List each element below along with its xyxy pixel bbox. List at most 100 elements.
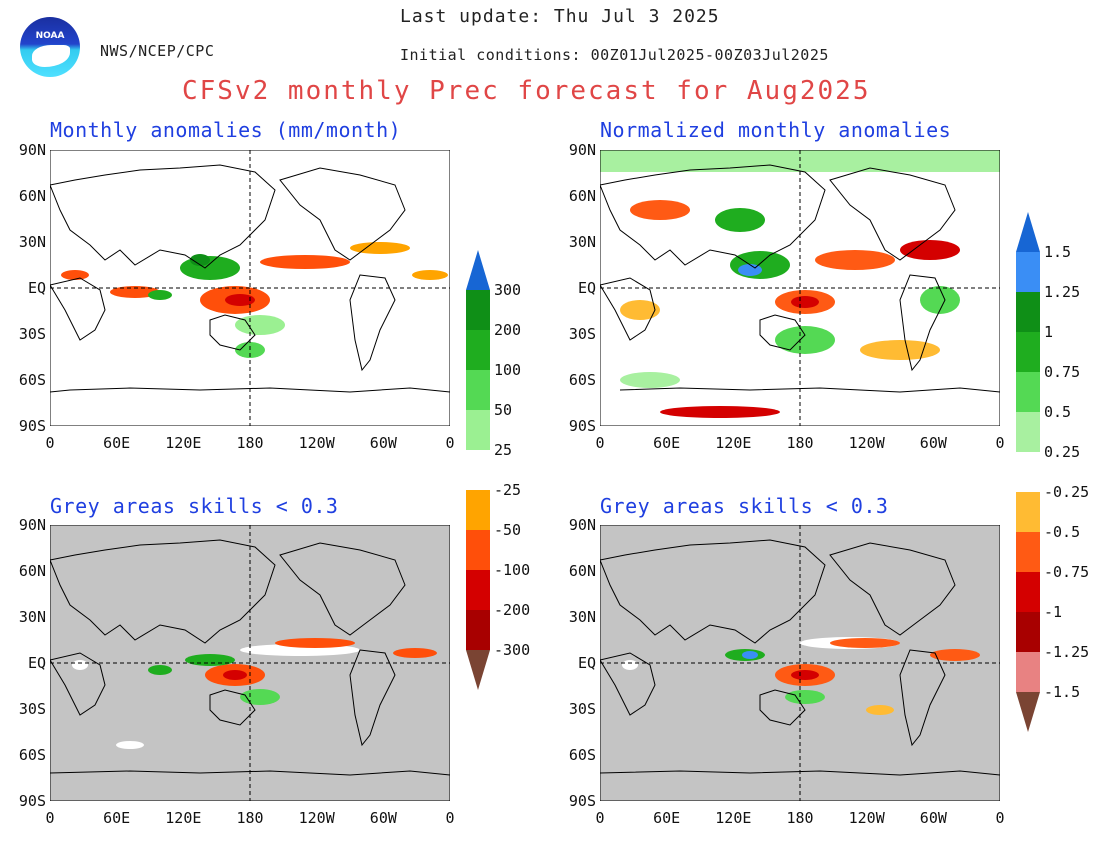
lon-label: 0 — [595, 809, 605, 827]
colorbar-tick-label: -50 — [494, 521, 522, 539]
lon-label: 60W — [919, 809, 947, 827]
colorbar-tick-label: 1.5 — [1044, 243, 1072, 261]
colorbar-left — [466, 250, 490, 690]
panel-title-bottom-right: Grey areas skills < 0.3 — [600, 494, 889, 518]
colorbar-segment — [466, 330, 490, 370]
lon-label: 60E — [653, 809, 681, 827]
lon-label: 180 — [236, 809, 264, 827]
skill-blobs — [622, 637, 980, 715]
lat-label: 30S — [18, 700, 46, 718]
colorbar-segment — [466, 290, 490, 330]
colorbar-segment — [466, 490, 490, 530]
lat-label: 90N — [18, 141, 46, 159]
lat-label: 60S — [18, 746, 46, 764]
colorbar-tick-label: -0.5 — [1044, 523, 1081, 541]
map-top-right — [600, 150, 1000, 426]
colorbar-segment — [1016, 372, 1040, 412]
lon-label: 120W — [848, 434, 885, 452]
colorbar-tick-label: 1.25 — [1044, 283, 1081, 301]
lat-label: 60S — [18, 371, 46, 389]
lat-label: 60S — [568, 371, 596, 389]
map-top-left — [50, 150, 450, 426]
coastlines — [50, 164, 450, 426]
colorbar-segment — [1016, 572, 1040, 612]
lon-label: 60W — [369, 434, 397, 452]
colorbar-segment — [466, 610, 490, 650]
colorbar-segment — [1016, 292, 1040, 332]
coastlines — [600, 164, 1000, 393]
lon-label: 60E — [103, 434, 131, 452]
colorbar-segment — [466, 450, 490, 490]
noaa-bird-icon — [32, 45, 70, 67]
colorbar-tick-label: 200 — [494, 321, 522, 339]
noaa-logo: NOAA — [20, 17, 80, 77]
colorbar-segment — [1016, 652, 1040, 692]
lat-label: 90S — [18, 417, 46, 435]
colorbar-segment — [1016, 252, 1040, 292]
map-bottom-right — [600, 525, 1000, 801]
last-update: Last update: Thu Jul 3 2025 — [400, 6, 720, 27]
lon-label: 60E — [103, 809, 131, 827]
colorbar-segment — [466, 410, 490, 450]
colorbar-tick-label: 0.5 — [1044, 403, 1072, 421]
lat-label: EQ — [577, 279, 596, 297]
colorbar-tick-label: -1.25 — [1044, 643, 1090, 661]
lat-label: 30N — [18, 233, 46, 251]
panel-title-top-left: Monthly anomalies (mm/month) — [50, 118, 402, 142]
agency-label: NWS/NCEP/CPC — [100, 42, 215, 60]
colorbar-tick-label: 300 — [494, 281, 522, 299]
lat-label: 90S — [568, 417, 596, 435]
lat-label: 30N — [18, 608, 46, 626]
colorbar-tick-label: -300 — [494, 641, 531, 659]
colorbar-tick-label: 1 — [1044, 323, 1054, 341]
lon-label: 0 — [445, 809, 455, 827]
anomaly-blobs — [61, 242, 448, 358]
colorbar-right — [1016, 212, 1040, 732]
colorbar-tick-label: 0.75 — [1044, 363, 1081, 381]
colorbar-segment — [466, 370, 490, 410]
coastlines — [600, 539, 1000, 776]
lat-label: 90N — [18, 516, 46, 534]
lon-label: 0 — [445, 434, 455, 452]
lon-label: 0 — [45, 434, 55, 452]
lat-label: EQ — [27, 279, 46, 297]
colorbar-top-arrow — [1016, 212, 1040, 252]
lat-label: 90N — [568, 516, 596, 534]
lon-label: 60W — [919, 434, 947, 452]
lon-label: 180 — [236, 434, 264, 452]
colorbar-tick-label: -1 — [1044, 603, 1063, 621]
lon-label: 60E — [653, 434, 681, 452]
panel-title-top-right: Normalized monthly anomalies — [600, 118, 952, 142]
lat-label: 30S — [18, 325, 46, 343]
colorbar-tick-label: 50 — [494, 401, 513, 419]
lon-label: 60W — [369, 809, 397, 827]
initial-conditions: Initial conditions: 00Z01Jul2025-00Z03Ju… — [400, 46, 829, 64]
lon-label: 120W — [848, 809, 885, 827]
colorbar-segment — [1016, 612, 1040, 652]
colorbar-tick-label: -0.25 — [1044, 483, 1090, 501]
lon-label: 180 — [786, 434, 814, 452]
coastlines — [50, 539, 450, 776]
lat-label: 30N — [568, 608, 596, 626]
colorbar-tick-label: -1.5 — [1044, 683, 1081, 701]
colorbar-top-arrow — [466, 250, 490, 290]
colorbar-tick-label: 0.25 — [1044, 443, 1081, 461]
lon-label: 180 — [786, 809, 814, 827]
colorbar-segment — [466, 530, 490, 570]
colorbar-tick-label: -25 — [494, 481, 522, 499]
lat-label: 30S — [568, 700, 596, 718]
lon-label: 0 — [995, 809, 1005, 827]
lat-label: 60S — [568, 746, 596, 764]
skill-blobs — [72, 638, 437, 749]
lon-label: 120E — [165, 809, 202, 827]
lat-label: 90N — [568, 141, 596, 159]
colorbar-segment — [1016, 452, 1040, 492]
lat-label: 60N — [568, 187, 596, 205]
panel-title-bottom-left: Grey areas skills < 0.3 — [50, 494, 339, 518]
lat-label: 90S — [18, 792, 46, 810]
map-bottom-left — [50, 525, 450, 801]
colorbar-tick-label: -200 — [494, 601, 531, 619]
page-title: CFSv2 monthly Prec forecast for Aug2025 — [182, 76, 871, 106]
lat-label: EQ — [577, 654, 596, 672]
colorbar-segment — [1016, 492, 1040, 532]
